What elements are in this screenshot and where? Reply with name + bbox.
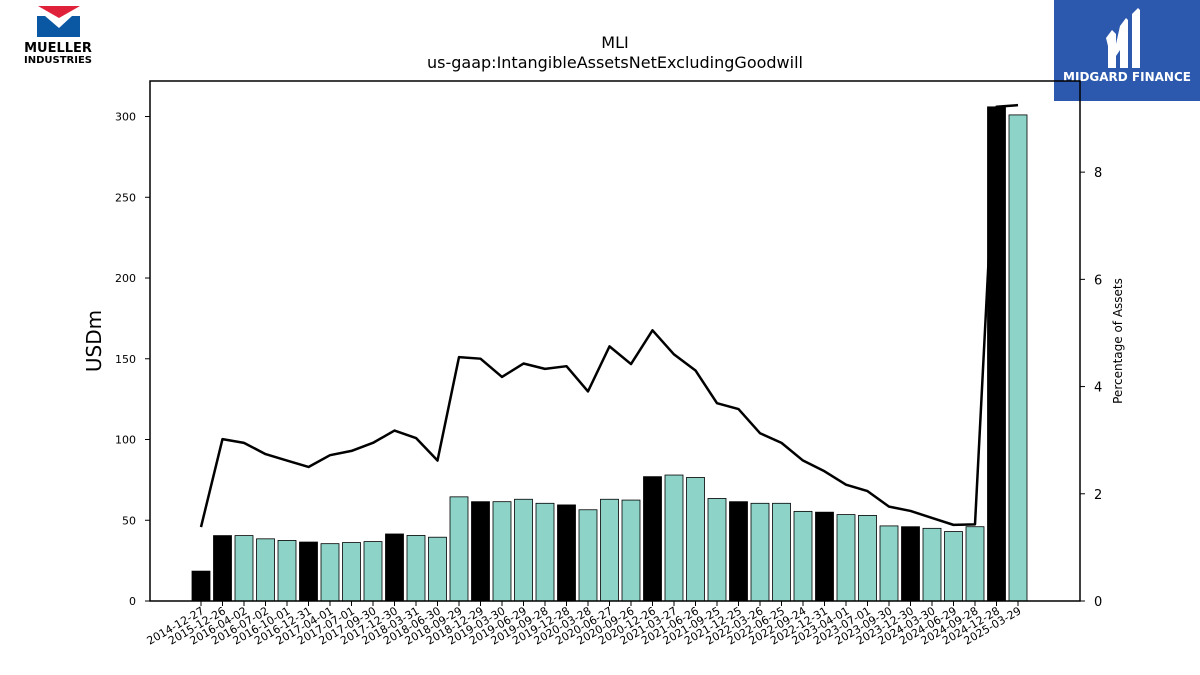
bar-2021-06-26 — [686, 477, 705, 602]
y2-tick-label: 4 — [1094, 381, 1102, 396]
y-tick-label: 300 — [115, 111, 136, 124]
y-tick-label: 150 — [115, 353, 136, 366]
bar-2014-12-27 — [191, 570, 211, 602]
bar-2022-06-25 — [772, 502, 791, 602]
bar-2020-12-26 — [643, 476, 662, 602]
line-series — [199, 103, 1019, 528]
bar-2019-12-28 — [557, 504, 576, 602]
bar-2018-09-29 — [449, 496, 469, 602]
bar-2017-12-30 — [385, 533, 404, 602]
y-tick-label: 100 — [115, 434, 136, 447]
y-tick-label: 200 — [115, 272, 136, 285]
bar-2023-09-30 — [879, 525, 899, 602]
bar-2017-07-01 — [342, 542, 361, 602]
bar-2021-12-25 — [729, 501, 748, 602]
y-axis-label: USDm — [82, 310, 106, 372]
midgard-mark-icon — [1106, 8, 1140, 68]
y2-tick-label: 8 — [1094, 166, 1102, 181]
bar-2023-07-01 — [858, 515, 877, 602]
bar-2022-09-24 — [793, 510, 813, 602]
bar-2019-06-29 — [514, 498, 533, 602]
y2-tick-label: 2 — [1094, 488, 1102, 503]
logo-line2: INDUSTRIES — [24, 55, 92, 66]
plot-frame — [149, 80, 1081, 602]
bar-2023-12-30 — [901, 526, 920, 602]
midgard-finance-logo: MIDGARD FINANCE — [1054, 0, 1200, 101]
bar-2020-06-27 — [600, 498, 619, 602]
bar-2017-04-01 — [320, 543, 340, 602]
bar-2018-06-30 — [428, 536, 447, 602]
bar-2019-03-30 — [492, 501, 512, 602]
y2-tick-label: 6 — [1094, 273, 1102, 288]
bar-2017-09-30 — [363, 541, 383, 602]
bar-2016-12-31 — [299, 541, 318, 602]
bar-2021-03-27 — [664, 474, 684, 602]
bar-2025-03-29 — [1008, 114, 1028, 602]
logo-red-chevron — [38, 6, 80, 18]
bar-2022-12-31 — [815, 511, 834, 602]
bar-2020-09-26 — [621, 499, 641, 602]
y-tick-label: 50 — [122, 514, 136, 527]
bar-2018-03-31 — [406, 535, 426, 602]
bar-2024-06-29 — [944, 531, 963, 602]
bar-2023-04-01 — [836, 514, 856, 602]
bar-2018-12-29 — [471, 501, 490, 602]
logo-line1: MUELLER — [24, 41, 92, 56]
bar-2016-04-02 — [234, 535, 254, 602]
bar-2019-09-28 — [535, 502, 555, 602]
logo-blue-mark — [37, 16, 80, 37]
y2-axis-label: Percentage of Assets — [1111, 278, 1125, 404]
chart-subtitle: us-gaap:IntangibleAssetsNetExcludingGood… — [427, 53, 803, 72]
bar-2024-03-30 — [922, 527, 942, 602]
bar-2021-09-25 — [707, 498, 727, 602]
bar-2022-03-26 — [750, 502, 770, 602]
bar-2015-12-26 — [213, 535, 232, 602]
bar-2020-03-28 — [578, 509, 598, 602]
bar-2016-07-02 — [256, 538, 275, 602]
y-tick-label: 0 — [129, 595, 136, 608]
mueller-industries-logo: MUELLER INDUSTRIES — [18, 6, 100, 66]
chart-title: MLI — [601, 33, 628, 52]
bar-2016-10-01 — [277, 540, 297, 602]
midgard-logo-text: MIDGARD FINANCE — [1063, 70, 1191, 84]
y2-tick-label: 0 — [1094, 595, 1102, 610]
bar-2024-12-28 — [987, 106, 1006, 602]
bar-2024-09-28 — [965, 526, 985, 602]
y-tick-label: 250 — [115, 191, 136, 204]
